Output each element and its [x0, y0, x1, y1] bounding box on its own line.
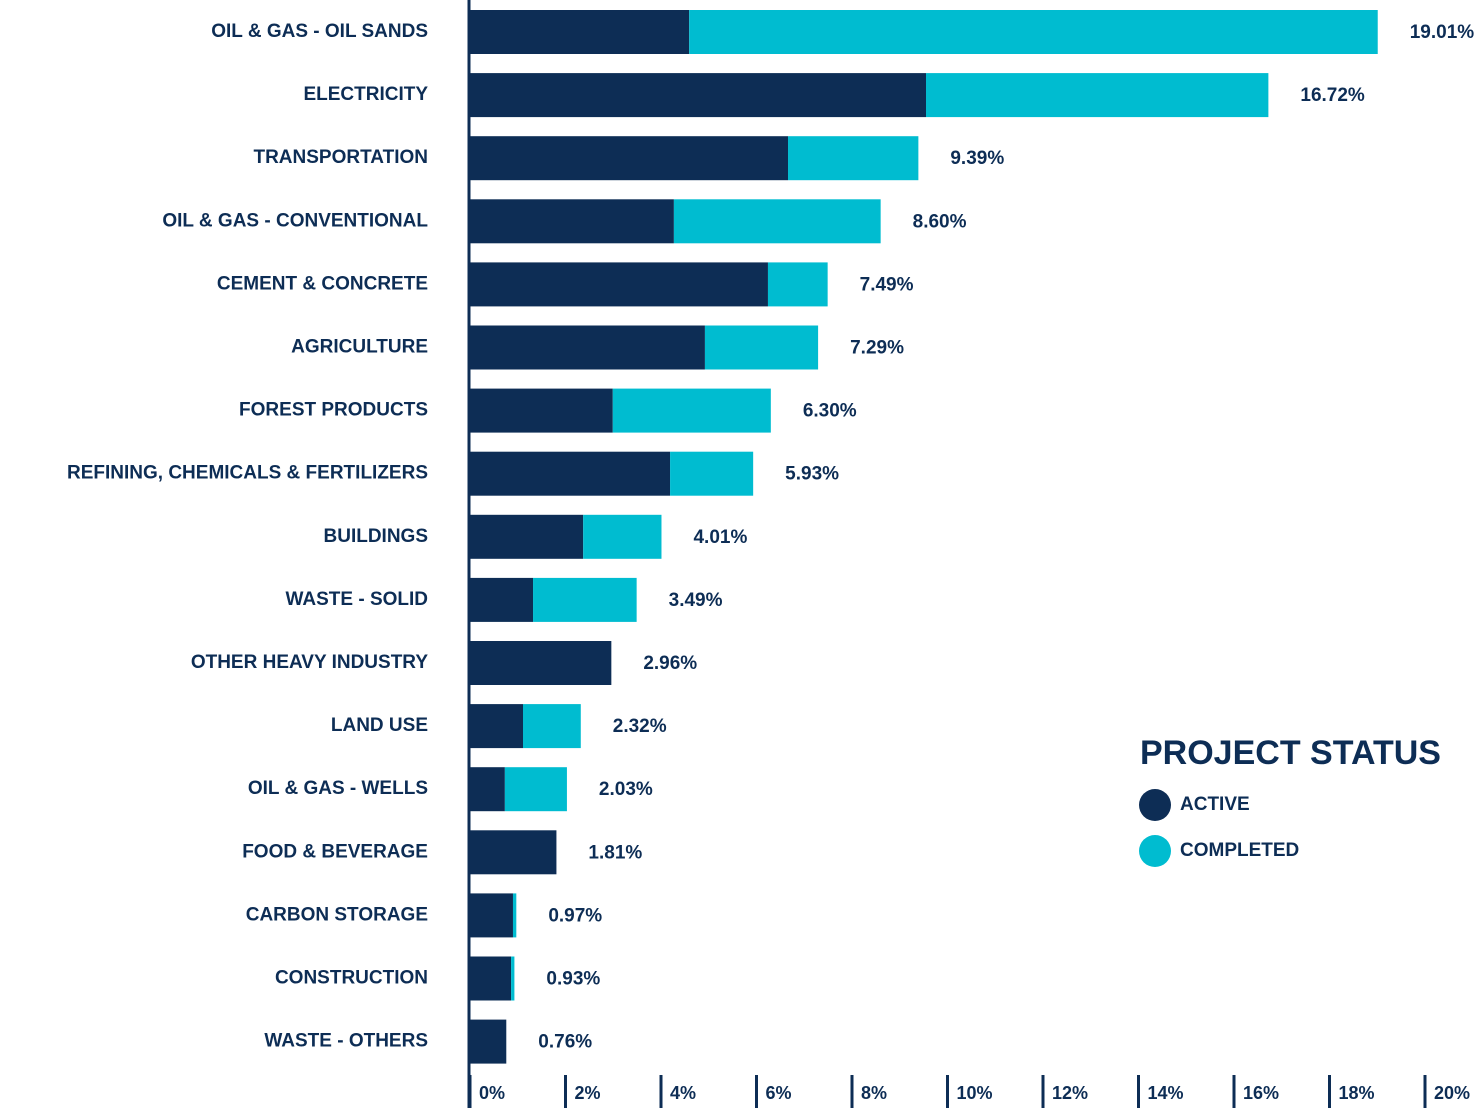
bar-segment: [512, 893, 517, 938]
category-label: OIL & GAS - CONVENTIONAL: [162, 210, 428, 231]
bar-segment: [612, 388, 771, 433]
total-label: 6.30%: [803, 401, 857, 422]
total-label: 0.93%: [546, 969, 600, 990]
x-tick-label: 2%: [575, 1083, 601, 1103]
bar-segment: [673, 199, 881, 244]
bar-segment: [470, 641, 612, 685]
category-label: BUILDINGS: [324, 526, 429, 547]
legend-label: ACTIVE: [1180, 794, 1250, 815]
bar-segment: [767, 262, 828, 307]
total-label: 7.29%: [850, 338, 904, 359]
total-label: 5.93%: [785, 464, 839, 485]
bar-segment: [788, 136, 919, 181]
total-label: 19.01%: [1410, 22, 1475, 43]
bar-segment: [523, 704, 581, 749]
bar-segment: [704, 325, 819, 370]
bar-segment: [926, 73, 1269, 118]
bar-segment: [470, 262, 768, 307]
total-label: 3.49%: [669, 590, 723, 611]
legend-swatch: [1139, 835, 1171, 867]
x-tick-label: 14%: [1148, 1083, 1184, 1103]
category-label: FOREST PRODUCTS: [239, 400, 428, 421]
x-tick-label: 8%: [861, 1083, 887, 1103]
total-label: 2.03%: [599, 779, 653, 800]
total-label: 2.96%: [643, 653, 697, 674]
total-label: 0.76%: [538, 1032, 592, 1053]
bar-segment: [689, 10, 1378, 54]
bar-segment: [470, 10, 690, 54]
x-tick-label: 18%: [1339, 1083, 1375, 1103]
bar-segment: [470, 704, 524, 749]
category-label: REFINING, CHEMICALS & FERTILIZERS: [67, 463, 428, 484]
bar-segment: [504, 767, 567, 812]
total-label: 1.81%: [588, 842, 642, 863]
legend-swatch: [1139, 789, 1171, 821]
bar-segment: [470, 325, 705, 370]
x-tick-label: 4%: [670, 1083, 696, 1103]
category-label: CARBON STORAGE: [246, 904, 428, 925]
category-label: OTHER HEAVY INDUSTRY: [191, 652, 429, 673]
bar-segment: [533, 577, 637, 622]
category-label: ELECTRICITY: [303, 84, 428, 105]
total-label: 4.01%: [693, 527, 747, 548]
category-label: OIL & GAS - OIL SANDS: [211, 21, 428, 42]
category-label: LAND USE: [331, 715, 428, 736]
bar-segment: [470, 767, 505, 812]
total-label: 8.60%: [913, 211, 967, 232]
bar-segment: [670, 451, 754, 496]
category-label: OIL & GAS - WELLS: [248, 778, 428, 799]
bar-segment: [470, 451, 671, 496]
category-label: CEMENT & CONCRETE: [217, 273, 428, 294]
x-tick-label: 0%: [479, 1083, 505, 1103]
total-label: 7.49%: [860, 274, 914, 295]
bar-segment: [511, 956, 515, 1001]
bar-segment: [470, 199, 674, 244]
bar-segment: [470, 1019, 507, 1064]
category-label: CONSTRUCTION: [275, 968, 428, 989]
category-label: WASTE - SOLID: [286, 589, 429, 610]
category-label: AGRICULTURE: [291, 337, 428, 358]
x-tick-label: 20%: [1434, 1083, 1470, 1103]
legend-title: PROJECT STATUS: [1140, 734, 1441, 772]
bar-segment: [470, 73, 927, 118]
bar-segment: [470, 136, 789, 181]
x-tick-label: 16%: [1243, 1083, 1279, 1103]
bar-segment: [583, 514, 662, 559]
category-label: WASTE - OTHERS: [264, 1031, 428, 1052]
bar-segment: [470, 577, 534, 622]
total-label: 9.39%: [950, 148, 1004, 169]
category-label: FOOD & BEVERAGE: [242, 841, 428, 862]
bar-segment: [470, 956, 512, 1001]
bar-segment: [470, 830, 557, 875]
bar-segment: [470, 514, 584, 559]
x-tick-label: 12%: [1052, 1083, 1088, 1103]
x-tick-label: 6%: [766, 1083, 792, 1103]
bar-segment: [470, 388, 613, 433]
total-label: 0.97%: [548, 905, 602, 926]
x-tick-label: 10%: [957, 1083, 993, 1103]
total-label: 16.72%: [1300, 85, 1365, 106]
total-label: 2.32%: [613, 716, 667, 737]
category-label: TRANSPORTATION: [253, 147, 428, 168]
legend-label: COMPLETED: [1180, 840, 1299, 861]
bar-segment: [470, 893, 513, 938]
